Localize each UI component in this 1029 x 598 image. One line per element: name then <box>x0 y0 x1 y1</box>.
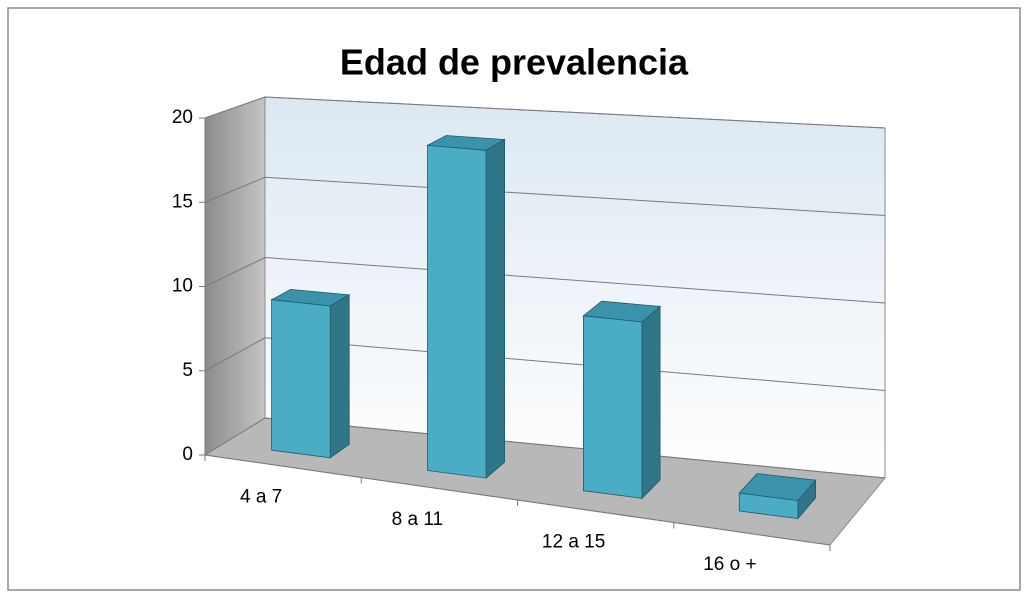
y-tick-label: 15 <box>172 191 193 212</box>
bar-front <box>271 299 331 459</box>
bar-front <box>427 144 487 479</box>
chart-title: Edad de prevalencia <box>340 42 689 83</box>
bar-side <box>485 138 506 479</box>
y-tick-label: 5 <box>182 360 193 381</box>
back-wall <box>264 96 886 479</box>
bar-side <box>641 305 661 500</box>
x-tick-label: 8 a 11 <box>392 509 443 530</box>
side-wall <box>204 96 266 456</box>
grid-line <box>204 176 886 216</box>
x-tick-label: 4 a 7 <box>240 486 282 507</box>
grid-line <box>204 337 886 391</box>
grid-line <box>204 256 886 304</box>
y-tick-label: 0 <box>182 444 193 465</box>
y-tick-label: 20 <box>172 107 193 128</box>
bar-front <box>583 315 643 499</box>
y-tick-label: 10 <box>172 276 193 297</box>
plot-area: 0 5 10 15 20 4 a 7 8 a 11 12 a 15 16 o + <box>172 96 886 575</box>
x-tick-label: 12 a 15 <box>542 531 605 552</box>
bar-front <box>738 492 799 520</box>
grid-line <box>204 417 886 479</box>
x-tick-label: 16 o + <box>703 554 756 575</box>
grid-line <box>204 96 886 129</box>
bar-side <box>329 294 350 459</box>
